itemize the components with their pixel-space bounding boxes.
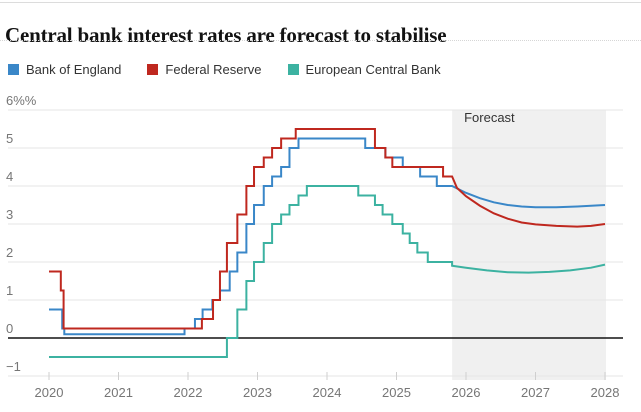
legend-label: Bank of England	[26, 62, 122, 77]
legend-label: European Central Bank	[305, 62, 441, 77]
x-tick-label: 2024	[313, 385, 342, 400]
legend-label: Federal Reserve	[165, 62, 262, 77]
x-tick-label: 2027	[521, 385, 550, 400]
forecast-label: Forecast	[464, 110, 515, 125]
x-tick-label: 2028	[591, 385, 620, 400]
legend-item-european-central-bank: European Central Bank	[287, 62, 441, 77]
series-line-federal-reserve	[49, 128, 606, 330]
legend-swatch-blue-icon	[8, 64, 19, 75]
x-tick-label: 2023	[243, 385, 272, 400]
x-tick-label: 2021	[104, 385, 133, 400]
page-top-rule	[0, 2, 641, 3]
y-tick-label: 6%%	[6, 93, 37, 108]
y-tick-label: −1	[6, 359, 21, 374]
x-tick-label: 2022	[174, 385, 203, 400]
x-tick-label: 2020	[35, 385, 64, 400]
y-tick-label: 0	[6, 321, 13, 336]
chart-legend: Bank of England Federal Reserve European…	[8, 62, 441, 77]
y-tick-label: 1	[6, 283, 13, 298]
forecast-band	[452, 110, 606, 380]
y-tick-label: 2	[6, 245, 13, 260]
legend-item-bank-of-england: Bank of England	[8, 62, 121, 77]
page-title: Central bank interest rates are forecast…	[5, 23, 447, 48]
y-tick-label: 3	[6, 207, 13, 222]
legend-item-federal-reserve: Federal Reserve	[147, 62, 262, 77]
x-tick-label: 2025	[382, 385, 411, 400]
legend-swatch-teal-icon	[287, 64, 299, 75]
y-tick-label: 4	[6, 169, 13, 184]
legend-swatch-red-icon	[147, 64, 159, 75]
series-line-european-central-bank	[49, 185, 606, 358]
title-divider	[0, 40, 641, 41]
x-tick-label: 2026	[452, 385, 481, 400]
y-tick-label: 5	[6, 131, 13, 146]
